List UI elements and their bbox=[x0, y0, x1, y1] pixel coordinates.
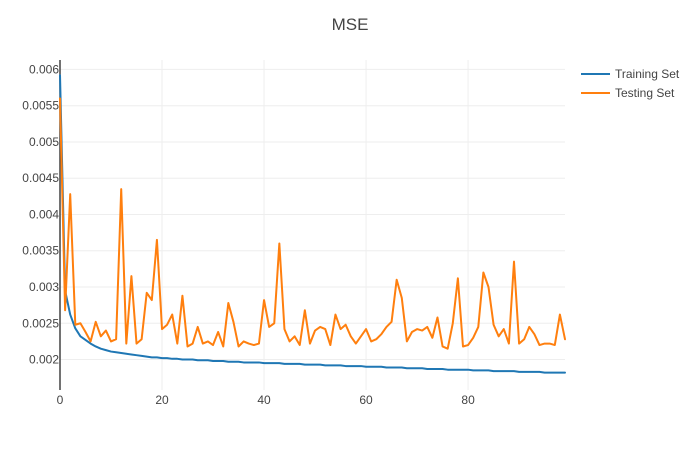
data-series bbox=[59, 74, 566, 374]
y-tick-label: 0.0055 bbox=[22, 99, 59, 113]
x-tick-label: 20 bbox=[155, 393, 169, 407]
y-tick-label: 0.003 bbox=[29, 280, 59, 294]
y-tick-label: 0.0035 bbox=[22, 244, 59, 258]
x-tick-label: 40 bbox=[257, 393, 271, 407]
y-tick-label: 0.0025 bbox=[22, 316, 59, 330]
legend-label: Training Set bbox=[615, 67, 680, 81]
chart-title: MSE bbox=[332, 15, 369, 34]
series-line-testing-set bbox=[59, 97, 566, 350]
axes: 0 20 40 60 80 0.002 0.0025 0.003 0.0035 0.004 0.00… bbox=[22, 60, 475, 407]
x-tick-label: 80 bbox=[461, 393, 475, 407]
y-tick-label: 0.0045 bbox=[22, 171, 59, 185]
x-tick-label: 60 bbox=[359, 393, 373, 407]
y-tick-label: 0.005 bbox=[29, 135, 59, 149]
legend-label: Testing Set bbox=[615, 86, 675, 100]
series-line-training-set bbox=[59, 74, 566, 374]
y-tick-label: 0.004 bbox=[29, 207, 59, 221]
x-tick-label: 0 bbox=[57, 393, 64, 407]
legend: Training Set Testing Set bbox=[581, 67, 680, 100]
y-tick-label: 0.006 bbox=[29, 62, 59, 76]
y-tick-label: 0.002 bbox=[29, 353, 59, 367]
